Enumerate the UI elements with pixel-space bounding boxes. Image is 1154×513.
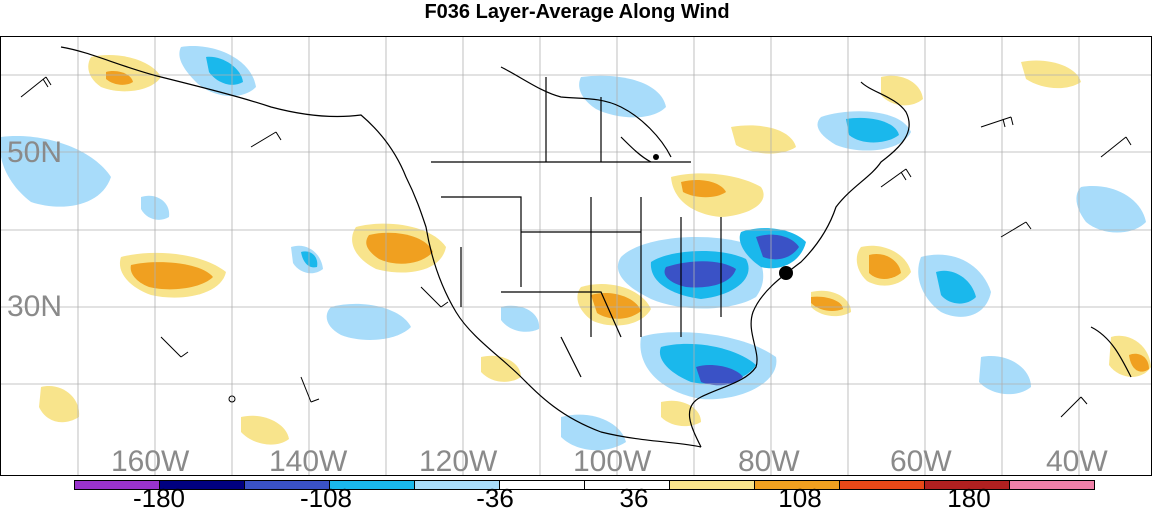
lon-label-120w: 120W — [419, 445, 498, 476]
colorbar-segment — [245, 481, 330, 489]
lat-label-30n: 30N — [7, 290, 63, 323]
colorbar-label: 180 — [947, 483, 991, 513]
city-marker — [228, 395, 236, 403]
colorbar-segment — [755, 481, 840, 489]
lon-label-160w: 160W — [111, 445, 190, 476]
lon-label-40w: 40W — [1046, 445, 1108, 476]
colorbar-segment — [160, 481, 245, 489]
map-title: F036 Layer-Average Along Wind — [424, 1, 730, 23]
wind-barbs-layer — [20, 76, 1132, 418]
lon-label-80w: 80W — [738, 445, 800, 476]
map-panel: 50N 30N 160W 140W 120W 100W 80W 60W 40W — [0, 36, 1152, 476]
colorbar-segment — [670, 481, 755, 489]
city-marker — [653, 154, 659, 160]
colorbar-label: -108 — [299, 483, 353, 513]
map-canvas — [1, 37, 1151, 475]
negative-anomaly-shading — [1, 46, 1146, 451]
graticule — [1, 37, 1151, 475]
colorbar-segment — [840, 481, 925, 489]
colorbar-label: -36 — [476, 483, 514, 513]
colorbar-label: 108 — [778, 483, 822, 513]
colorbar-segment — [500, 481, 585, 489]
city-marker — [779, 266, 793, 280]
colorbar-segment — [1010, 481, 1094, 489]
lon-label-140w: 140W — [269, 445, 348, 476]
colorbar-label: -180 — [132, 483, 186, 513]
color-scale-bar — [74, 480, 1095, 490]
coastlines — [60, 46, 1132, 448]
colorbar-segment — [585, 481, 670, 489]
lat-label-50n: 50N — [7, 136, 63, 169]
colorbar-segment — [75, 481, 160, 489]
colorbar-segment — [330, 481, 415, 489]
colorbar-label: 36 — [619, 483, 649, 513]
colorbar-segment — [415, 481, 500, 489]
city-markers — [228, 154, 793, 403]
lon-label-60w: 60W — [890, 445, 952, 476]
lon-label-100w: 100W — [573, 445, 652, 476]
colorbar-segment — [925, 481, 1010, 489]
